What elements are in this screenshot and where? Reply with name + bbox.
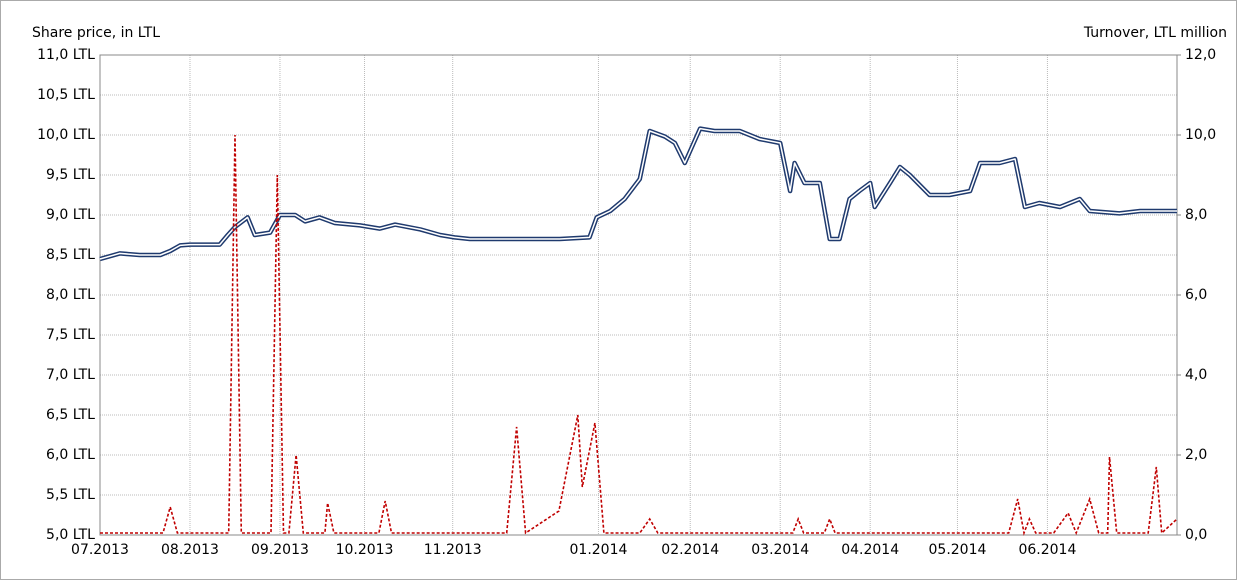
x-tick-label: 04.2014 (841, 542, 899, 558)
y-tick-label: 8,5 LTL (46, 247, 95, 263)
x-tick-label: 10.2013 (336, 542, 394, 558)
y-tick-label: 6,5 LTL (46, 407, 95, 423)
y-tick-label: 7,0 LTL (46, 367, 95, 383)
y-tick-label: 11,0 LTL (37, 47, 95, 63)
price-line-inner (99, 127, 1177, 260)
plot-area (99, 54, 1178, 536)
x-tick-label: 05.2014 (929, 542, 987, 558)
x-tick-label: 01.2014 (570, 542, 628, 558)
y-tick-label: 10,5 LTL (37, 87, 95, 103)
y-tick-label: 10,0 LTL (37, 127, 95, 143)
y2-tick-label: 4,0 (1185, 367, 1207, 383)
y-tick-label: 7,5 LTL (46, 327, 95, 343)
y2-tick-label: 8,0 (1185, 207, 1207, 223)
y-tick-label: 6,0 LTL (46, 447, 95, 463)
x-tick-label: 07.2013 (71, 542, 129, 558)
x-tick-label: 06.2014 (1018, 542, 1076, 558)
x-tick-label: 11.2013 (424, 542, 482, 558)
y2-axis-label: Turnover, LTL million (1083, 25, 1227, 41)
y2-tick-label: 0,0 (1185, 527, 1207, 543)
y-tick-label: 8,0 LTL (46, 287, 95, 303)
y-tick-label: 5,5 LTL (46, 487, 95, 503)
x-tick-label: 03.2014 (751, 542, 809, 558)
y-tick-label: 9,0 LTL (46, 207, 95, 223)
x-tick-label: 02.2014 (661, 542, 719, 558)
y2-tick-label: 6,0 (1185, 287, 1207, 303)
turnover-line (100, 134, 1178, 536)
y2-tick-label: 10,0 (1185, 127, 1216, 143)
y-tick-label: 5,0 LTL (46, 527, 95, 543)
y-axis-label: Share price, in LTL (32, 25, 160, 41)
y2-tick-label: 2,0 (1185, 447, 1207, 463)
y2-tick-label: 12,0 (1185, 47, 1216, 63)
x-tick-label: 09.2013 (251, 542, 309, 558)
x-tick-label: 08.2013 (161, 542, 219, 558)
y-tick-label: 9,5 LTL (46, 167, 95, 183)
